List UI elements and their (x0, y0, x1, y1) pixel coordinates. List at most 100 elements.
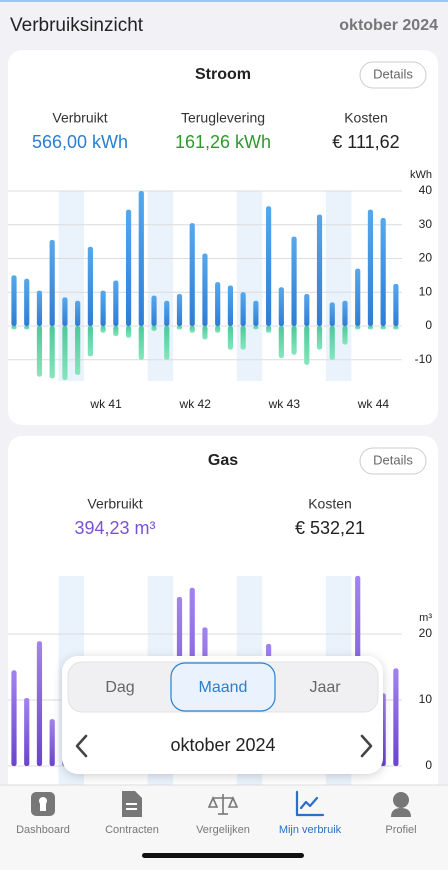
segment-label[interactable]: Dag (105, 679, 134, 696)
bar (291, 326, 297, 355)
y-tick-label: 0 (425, 318, 432, 332)
bar (36, 290, 43, 326)
tab-item[interactable]: Contracten (105, 791, 159, 836)
bar (316, 326, 323, 350)
stat-label: Verbruikt (87, 496, 142, 512)
bar (176, 326, 183, 330)
bar (393, 326, 399, 330)
details-button[interactable]: Details (359, 447, 427, 475)
bar (49, 239, 55, 326)
bar (49, 719, 55, 766)
y-tick-label: 20 (419, 626, 433, 640)
bar (75, 326, 81, 375)
page-period: oktober 2024 (339, 17, 438, 34)
bar (291, 236, 297, 326)
tab-item[interactable]: Profiel (385, 792, 417, 836)
tab-label[interactable]: Dashboard (16, 824, 70, 836)
bar (36, 326, 43, 377)
top-accent (0, 0, 448, 2)
bar (266, 206, 272, 326)
bar (316, 214, 323, 326)
tab-label[interactable]: Vergelijken (196, 824, 250, 836)
bar (138, 191, 144, 326)
tab-item[interactable]: Dashboard (16, 792, 70, 836)
card-title: Gas (208, 452, 238, 469)
bar (278, 326, 284, 359)
bar (125, 326, 132, 338)
details-button-label[interactable]: Details (373, 452, 413, 467)
bar (215, 282, 221, 326)
bar (151, 295, 157, 326)
tab-icon[interactable] (391, 792, 411, 817)
period-selector: Dag Maand Jaar oktober 2024 (62, 656, 383, 774)
next-arrow[interactable] (360, 734, 373, 758)
bar (87, 246, 93, 326)
stat-label: Teruglevering (181, 110, 265, 126)
bar (253, 300, 259, 326)
stat-label: Verbruikt (52, 110, 107, 126)
bar (113, 280, 119, 326)
bar (367, 326, 374, 330)
bar (62, 326, 68, 380)
weekend-band (236, 191, 263, 381)
segment-label[interactable]: Jaar (309, 679, 341, 696)
tab-icon[interactable] (207, 794, 239, 815)
y-tick-label: -10 (415, 352, 433, 366)
tab-icon[interactable] (122, 791, 142, 817)
bar (253, 326, 259, 330)
tab-label[interactable]: Mijn verbruik (279, 824, 342, 836)
y-unit: kWh (410, 169, 432, 181)
tab-bar: Dashboard Contracten Vergelijken Mijn verbr… (0, 784, 448, 870)
stroom-chart: -10 0 10 20 30 40 kWh wk 41 wk 42 wk 43 wk 44 (8, 169, 432, 411)
details-button-bg[interactable] (359, 61, 427, 89)
details-button-label[interactable]: Details (373, 66, 413, 81)
bar (49, 326, 55, 379)
stat-label: Kosten (308, 496, 352, 512)
bar (189, 223, 195, 326)
y-unit: m³ (419, 612, 432, 624)
bar (125, 209, 132, 326)
segment-label[interactable]: Maand (199, 679, 248, 696)
bar (11, 670, 17, 766)
bar (24, 698, 30, 766)
page-title: Verbruiksinzicht (10, 15, 144, 36)
bar (24, 278, 30, 326)
bar (355, 326, 361, 330)
x-tick-label: wk 41 (89, 397, 122, 411)
tab-item[interactable]: Mijn verbruik (279, 790, 342, 836)
bar (151, 326, 157, 332)
home-indicator (142, 853, 304, 858)
details-button[interactable]: Details (359, 61, 427, 89)
bar (380, 218, 386, 326)
bar (355, 268, 361, 326)
y-tick-label: 10 (419, 284, 433, 298)
bar (202, 253, 208, 326)
bar (278, 287, 284, 326)
bar (100, 290, 106, 326)
tab-item[interactable]: Vergelijken (196, 794, 250, 836)
bar (11, 275, 17, 326)
y-tick-label: 30 (419, 217, 433, 231)
details-button-bg[interactable] (359, 447, 427, 475)
tab-icon[interactable] (31, 792, 55, 816)
tab-icon[interactable] (295, 790, 325, 817)
prev-arrow[interactable] (75, 734, 88, 758)
bar (87, 326, 93, 357)
stat-value: € 111,62 (332, 132, 399, 152)
bar (329, 326, 335, 360)
tab-label[interactable]: Contracten (105, 824, 159, 836)
tab-label[interactable]: Profiel (385, 824, 416, 836)
bar (164, 300, 170, 326)
bar (138, 326, 144, 360)
bar (240, 326, 246, 350)
y-tick-label: 0 (425, 758, 432, 772)
bar (227, 285, 234, 326)
x-tick-label: wk 44 (357, 397, 390, 411)
stat-label: Kosten (344, 110, 388, 126)
bar (393, 283, 399, 326)
bar (240, 292, 246, 326)
segment-selected[interactable] (170, 662, 276, 712)
stat-value: € 532,21 (295, 518, 365, 538)
